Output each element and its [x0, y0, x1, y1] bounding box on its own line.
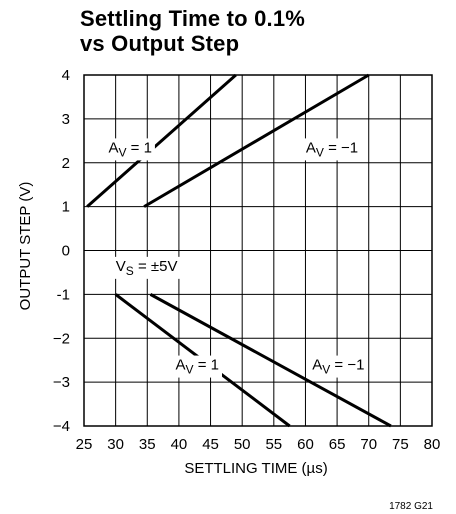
- y-tick-label: 3: [62, 111, 70, 128]
- y-tick-label: 1: [62, 199, 70, 216]
- annotation-label-1: AV = 1: [108, 139, 151, 159]
- x-tick-label: 35: [139, 436, 156, 453]
- annotation-background: [302, 138, 362, 161]
- annotations: AV = 1 AV = −1 VS = ±5V AV = 1 AV = −1: [105, 138, 368, 378]
- annotation-label-2: AV = −1: [306, 139, 358, 159]
- chart-title-line-1: Settling Time to 0.1%: [80, 6, 306, 31]
- x-tick-label: 65: [329, 436, 346, 453]
- x-axis-label: SETTLING TIME (µs): [184, 460, 327, 477]
- y-tick-label: 0: [62, 243, 70, 260]
- chart-title: Settling Time to 0.1% vs Output Step: [80, 6, 305, 56]
- y-tick-label: -1: [57, 286, 70, 303]
- x-tick-label: 25: [76, 436, 93, 453]
- annotation-label-3: VS = ±5V: [116, 258, 178, 278]
- y-tick-label: −4: [53, 418, 70, 435]
- chart-title-line-2: vs Output Step: [80, 31, 240, 56]
- x-tick-label: 75: [392, 436, 409, 453]
- x-tick-label: 30: [107, 436, 124, 453]
- series-line-1: [86, 73, 237, 208]
- annotation-background: [309, 355, 368, 378]
- x-tick-label: 50: [234, 436, 251, 453]
- series-line-4: [149, 293, 392, 428]
- annotation-label-4: AV = 1: [176, 357, 219, 377]
- x-tick-label: 45: [202, 436, 219, 453]
- series-line-2: [143, 73, 370, 208]
- y-axis-label: OUTPUT STEP (V): [17, 182, 34, 311]
- y-tick-label: 4: [62, 67, 70, 84]
- x-tick-label: 60: [297, 436, 314, 453]
- y-tick-label: −2: [53, 330, 70, 347]
- annotation-background: [172, 355, 222, 378]
- x-tick-label: 80: [424, 436, 441, 453]
- x-tick-label: 40: [171, 436, 188, 453]
- y-tick-label: −3: [53, 374, 70, 391]
- figure-id: 1782 G21: [389, 501, 433, 512]
- y-tick-label: 2: [62, 155, 70, 172]
- annotation-background: [112, 256, 181, 279]
- annotation-label-5: AV = −1: [312, 357, 364, 377]
- x-tick-label: 55: [265, 436, 282, 453]
- annotation-background: [105, 138, 155, 161]
- grid: [83, 74, 433, 427]
- plot-frame: [83, 74, 433, 427]
- x-tick-label: 70: [360, 436, 377, 453]
- tick-labels: 25 30 35 40 45 50 55 60 65 70 75 80 4 3 2 1 0 -1 −2 −3 −4: [53, 67, 440, 453]
